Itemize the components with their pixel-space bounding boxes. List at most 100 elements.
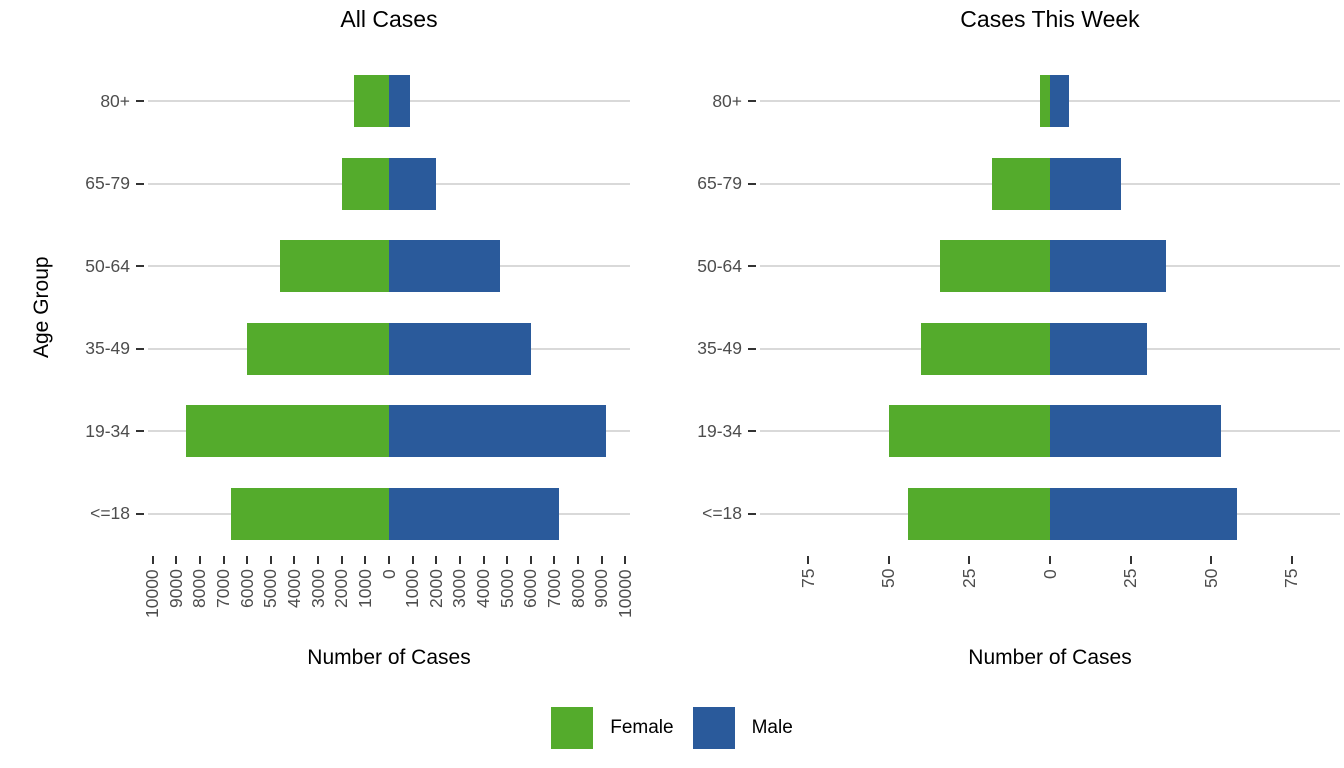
x-tick-label: 8000: [189, 569, 210, 608]
legend-label-male: Male: [751, 717, 793, 738]
x-tick-mark: [529, 556, 532, 564]
x-tick: 8000: [566, 556, 590, 645]
pyramid-row-80+: [760, 60, 1340, 143]
x-tick-mark: [968, 556, 971, 564]
x-tick-label: 5000: [496, 569, 517, 608]
x-tick: 25: [1119, 556, 1143, 605]
y-label-row-<=18: <=18: [0, 473, 144, 556]
y-label: 65-79: [697, 173, 742, 194]
y-tick-mark: [136, 512, 144, 515]
x-axis-title-right: Number of Cases: [968, 646, 1132, 669]
y-label-row-19-34: 19-34: [612, 390, 756, 473]
x-tick-mark: [198, 556, 201, 564]
y-label-row-50-64: 50-64: [0, 225, 144, 308]
x-tick: 2000: [330, 556, 354, 645]
pyramid-row-19-34: [760, 390, 1340, 473]
bar-female-<=18: [230, 487, 389, 540]
y-label: 80+: [712, 90, 742, 111]
x-tick: 9000: [590, 556, 614, 645]
y-tick-mark: [136, 182, 144, 185]
y-label: 50-64: [697, 255, 742, 276]
bar-male-50-64: [1050, 240, 1166, 293]
x-axis-ticks-left: 10000 9000 8000 7000 6000 5000 4000 3000 2000 100…: [142, 556, 635, 666]
x-tick-label: 75: [797, 569, 818, 589]
y-tick-mark: [136, 100, 144, 103]
legend-label-female: Female: [610, 717, 674, 738]
y-label-row-80+: 80+: [0, 60, 144, 143]
x-tick-mark: [435, 556, 438, 564]
bar-female-65-79: [341, 157, 389, 210]
plot-area-all-cases: [148, 60, 630, 555]
x-tick-mark: [600, 556, 603, 564]
bar-male-19-34: [1050, 405, 1221, 458]
x-tick-label: 0: [1039, 569, 1060, 579]
y-label: 50-64: [85, 255, 130, 276]
x-tick: 10000: [141, 556, 165, 645]
x-tick-label: 6000: [236, 569, 257, 608]
x-tick-mark: [340, 556, 343, 564]
y-axis-labels-left: 80+ 65-79 50-64 35-49 19-34 <=18: [0, 60, 144, 555]
y-tick-mark: [748, 347, 756, 350]
y-tick-mark: [136, 265, 144, 268]
x-tick-mark: [577, 556, 580, 564]
x-tick-label: 4000: [473, 569, 493, 608]
x-tick-label: 6000: [520, 569, 541, 608]
x-tick-label: 8000: [567, 569, 588, 608]
y-label-row-65-79: 65-79: [612, 143, 756, 226]
bar-male-50-64: [389, 240, 501, 293]
x-tick-label: 75: [1281, 569, 1302, 589]
x-tick: 4000: [472, 556, 496, 645]
y-axis-labels-right: 80+ 65-79 50-64 35-49 19-34 <=18: [612, 60, 756, 555]
pyramid-row-50-64: [760, 225, 1340, 308]
x-tick-mark: [269, 556, 272, 564]
pyramid-row-65-79: [760, 143, 1340, 226]
x-axis-title-left: Number of Cases: [307, 646, 471, 669]
bar-female-35-49: [921, 322, 1050, 375]
x-tick: 75: [796, 556, 820, 605]
bar-male-35-49: [389, 322, 531, 375]
x-tick: 5000: [259, 556, 283, 645]
x-tick-label: 10000: [142, 569, 163, 618]
y-tick-mark: [748, 100, 756, 103]
x-tick-label: 50: [1200, 569, 1221, 589]
y-label-row-<=18: <=18: [612, 473, 756, 556]
x-tick-mark: [1210, 556, 1213, 564]
x-tick-label: 9000: [165, 569, 186, 608]
y-label-row-80+: 80+: [612, 60, 756, 143]
x-tick: 7000: [542, 556, 566, 645]
x-tick: 0: [377, 556, 401, 645]
y-label: <=18: [702, 503, 742, 524]
bar-male-65-79: [1050, 157, 1121, 210]
plot-area-cases-this-week: [760, 60, 1340, 555]
x-tick: 75: [1280, 556, 1304, 605]
pyramid-row-35-49: [760, 308, 1340, 391]
bar-male-35-49: [1050, 322, 1147, 375]
x-tick-mark: [553, 556, 556, 564]
bar-female-80+: [1040, 75, 1050, 128]
x-tick-mark: [887, 556, 890, 564]
x-tick: 3000: [306, 556, 330, 645]
y-label: 35-49: [697, 338, 742, 359]
y-label-row-50-64: 50-64: [612, 225, 756, 308]
x-tick-mark: [151, 556, 154, 564]
x-tick: 7000: [212, 556, 236, 645]
x-tick-label: 25: [958, 569, 979, 589]
panel-title-cases-this-week: Cases This Week: [960, 6, 1140, 32]
pyramid-row-19-34: [148, 390, 630, 473]
y-label-row-65-79: 65-79: [0, 143, 144, 226]
x-tick: 25: [957, 556, 981, 605]
x-tick-label: 1000: [354, 569, 375, 608]
x-tick-label: 7000: [213, 569, 234, 608]
bar-male-<=18: [389, 487, 560, 540]
y-label: 19-34: [85, 420, 130, 441]
x-tick: 3000: [448, 556, 472, 645]
legend: Female Male: [0, 707, 1344, 749]
bar-female-19-34: [185, 405, 389, 458]
bar-female-50-64: [940, 240, 1050, 293]
legend-item-female: Female: [551, 707, 674, 749]
x-tick: 8000: [188, 556, 212, 645]
x-tick-mark: [1290, 556, 1293, 564]
x-tick-mark: [1129, 556, 1132, 564]
pyramid-row-65-79: [148, 143, 630, 226]
